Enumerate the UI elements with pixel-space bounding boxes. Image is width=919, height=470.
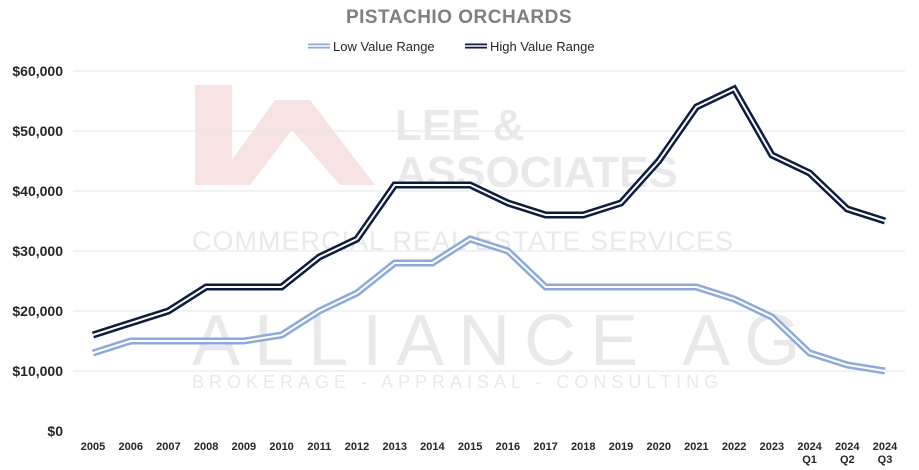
y-tick-label: $0 <box>47 423 63 439</box>
x-tick-label: 2007 <box>156 441 180 453</box>
series-line-low-highlight <box>92 237 886 372</box>
x-tick-sublabel: Q3 <box>878 454 893 466</box>
y-tick-label: $40,000 <box>12 183 63 199</box>
x-tick-label: 2015 <box>458 441 482 453</box>
x-tick-label: 2024 <box>835 441 860 453</box>
x-tick-sublabel: Q2 <box>840 454 855 466</box>
y-tick-label: $20,000 <box>12 303 63 319</box>
watermark: LEE & ASSOCIATES COMMERCIAL REAL ESTATE … <box>192 85 814 392</box>
legend-item-high: High Value Range <box>465 39 595 54</box>
gridlines <box>73 70 905 372</box>
x-tick-label: 2012 <box>345 441 369 453</box>
x-tick-label: 2011 <box>307 441 331 453</box>
chart-title: PISTACHIO ORCHARDS <box>346 7 572 28</box>
x-tick-label: 2009 <box>232 441 256 453</box>
watermark-logo <box>195 85 375 185</box>
x-tick-label: 2019 <box>609 441 633 453</box>
legend: Low Value Range High Value Range <box>308 39 595 54</box>
legend-label-high: High Value Range <box>490 39 595 54</box>
x-tick-label: 2018 <box>571 441 595 453</box>
x-tick-label: 2013 <box>382 441 406 453</box>
x-tick-label: 2024 <box>797 441 822 453</box>
watermark-line5: BROKERAGE - APPRAISAL - CONSULTING <box>192 372 723 392</box>
x-tick-label: 2017 <box>533 441 557 453</box>
x-tick-label: 2021 <box>684 441 708 453</box>
y-tick-label: $60,000 <box>12 63 63 79</box>
x-tick-label: 2005 <box>81 441 105 453</box>
x-tick-label: 2020 <box>646 441 670 453</box>
x-tick-label: 2024 <box>873 441 898 453</box>
y-tick-label: $10,000 <box>12 363 63 379</box>
watermark-line1: LEE & <box>395 101 525 150</box>
watermark-line4: ALLIANCE AG <box>192 301 814 381</box>
plot-area <box>91 84 887 375</box>
x-tick-label: 2016 <box>496 441 520 453</box>
x-tick-label: 2008 <box>194 441 218 453</box>
series-line-high-highlight <box>92 87 886 336</box>
y-tick-label: $30,000 <box>12 243 63 259</box>
legend-label-low: Low Value Range <box>333 39 435 54</box>
x-tick-label: 2014 <box>420 441 445 453</box>
y-tick-label: $50,000 <box>12 123 63 139</box>
x-tick-label: 2006 <box>118 441 142 453</box>
x-tick-label: 2023 <box>760 441 784 453</box>
legend-item-low: Low Value Range <box>308 39 435 54</box>
x-tick-label: 2022 <box>722 441 746 453</box>
x-tick-sublabel: Q1 <box>802 454 817 466</box>
x-tick-label: 2010 <box>269 441 293 453</box>
x-axis: 2005 2006 2007 2008 2009 2010 2011 2012 2013 2014… <box>81 441 898 466</box>
y-axis: $0 $10,000 $20,000 $30,000 $40,000 $50,000 $60… <box>12 63 63 439</box>
